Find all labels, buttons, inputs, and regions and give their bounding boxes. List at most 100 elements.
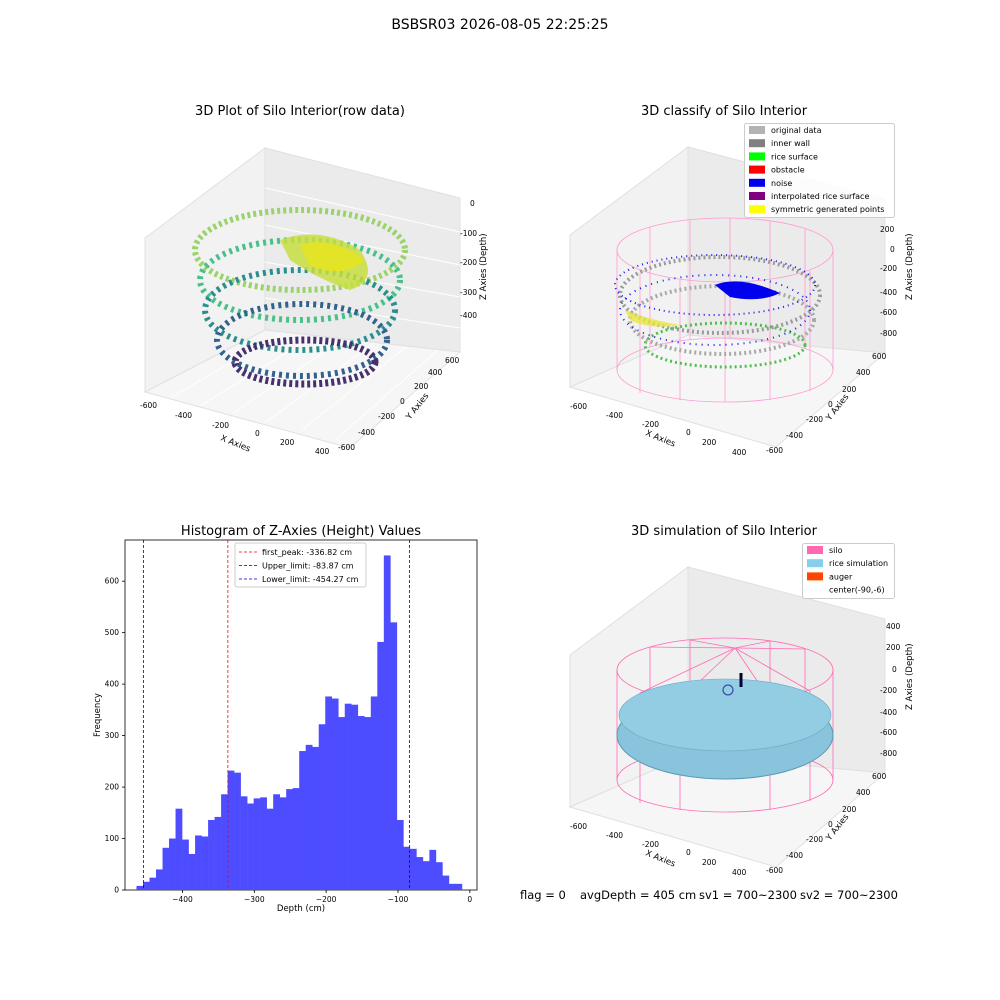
histogram-bar [403, 846, 411, 890]
x-tick-label: −400 [172, 895, 193, 904]
histogram-bar [208, 820, 215, 890]
histogram-legend: first_peak: -336.82 cm Upper_limit: -83.8… [234, 542, 367, 588]
classify-legend-item-label: rice surface [771, 152, 818, 161]
raw-x-tick: 400 [315, 447, 330, 456]
simulation-legend-item-swatch [807, 546, 823, 554]
simulation-x-tick: -200 [642, 840, 659, 849]
histogram-bar [234, 772, 241, 890]
histogram-bar [279, 797, 287, 890]
classify-z-axis-label: Z Axies (Depth) [905, 233, 915, 300]
raw-x-tick: -600 [140, 401, 157, 410]
classify-x-tick: 0 [686, 428, 691, 437]
classify-y-tick: 400 [856, 368, 871, 377]
raw-x-tick: 0 [255, 429, 260, 438]
y-tick-label: 400 [105, 680, 120, 689]
classify-legend-item-swatch [749, 165, 765, 174]
y-tick-label: 300 [105, 731, 120, 740]
histogram-bar [370, 696, 378, 890]
silo-wall-points [192, 207, 408, 388]
simulation-x-tick: 0 [686, 848, 691, 857]
histogram-bar [136, 885, 144, 890]
histogram-bar [318, 724, 326, 890]
axes-3d-box [143, 147, 462, 449]
classify-legend-item-swatch [749, 178, 765, 187]
histogram-bar [344, 703, 352, 890]
histogram-bar [143, 881, 150, 890]
histogram-bar [221, 794, 228, 890]
histogram-bar [292, 788, 300, 890]
simulation-legend-item-swatch [807, 559, 823, 568]
histogram-bar [351, 704, 359, 890]
histogram-title: Histogram of Z-Axies (Height) Values [180, 524, 422, 539]
classify-z-tick: 200 [880, 225, 895, 234]
simulation-legend-item-label: rice simulation [829, 559, 888, 568]
histogram-bar [182, 839, 189, 890]
histogram-bar [305, 744, 313, 890]
raw-y-tick: 600 [445, 356, 460, 365]
classify-z-tick: -600 [880, 308, 897, 317]
simulation-z-tick: -400 [880, 708, 897, 717]
raw-x-axis-label: X Axies [219, 434, 252, 455]
histogram-bar [188, 853, 196, 890]
classify-y-tick: 200 [842, 385, 857, 394]
histogram-bar [377, 641, 385, 890]
classify-y-tick: -600 [766, 446, 783, 455]
classify-plot-title: 3D classify of Silo Interior [640, 104, 808, 119]
figure-title: BSBSR03 2026-08-05 22:25:25 [391, 17, 609, 33]
classify-y-tick: 600 [872, 352, 887, 361]
auger-marker [722, 673, 743, 696]
simulation-legend-item-label: silo [829, 546, 843, 555]
histogram-bar [331, 698, 339, 890]
classify-legend-item-swatch [749, 192, 765, 200]
raw-y-tick: -200 [378, 412, 395, 421]
simulation-plot-title: 3D simulation of Silo Interior [631, 524, 817, 539]
y-tick-label: 100 [105, 834, 120, 843]
histogram-bar [383, 555, 391, 890]
classify-legend-item-label: interpolated rice surface [771, 192, 869, 201]
histogram-bar [175, 808, 183, 890]
classify-x-axis-label: X Axies [644, 429, 677, 450]
raw-y-tick: 400 [428, 368, 443, 377]
histogram-bar [435, 862, 443, 890]
classify-legend-item-label: inner wall [771, 139, 810, 148]
simulation-y-tick: 400 [856, 788, 871, 797]
simulation-legend-item-label: auger [829, 572, 853, 581]
avg-depth-text: avgDepth = 405 cm [580, 888, 697, 902]
raw-z-tick: -400 [460, 311, 477, 320]
raw-y-tick: -400 [358, 428, 375, 437]
class-points [614, 254, 822, 369]
histogram-bar [286, 789, 293, 890]
histogram-bar [448, 883, 456, 890]
simulation-x-tick: 400 [732, 868, 747, 877]
raw-z-tick: -300 [460, 288, 477, 297]
histogram-bar [390, 622, 398, 890]
histogram-bar [162, 847, 170, 890]
classify-x-tick: 200 [702, 438, 717, 447]
simulation-y-tick: -600 [766, 866, 783, 875]
sv1-text: sv1 = 700~2300 [699, 888, 797, 902]
classify-z-tick: -800 [880, 329, 897, 338]
simulation-y-tick: 0 [828, 820, 833, 829]
y-tick-label: 600 [105, 577, 120, 586]
classify-z-tick: -200 [880, 264, 897, 273]
classify-legend-item-label: symmetric generated points [771, 205, 884, 214]
histogram-bar [214, 816, 222, 890]
histogram-bar [260, 797, 267, 890]
raw-z-tick: -100 [460, 229, 477, 238]
sv2-text: sv2 = 700~2300 [800, 888, 898, 902]
raw-plot-title: 3D Plot of Silo Interior(row data) [195, 104, 405, 119]
classify-z-tick: 0 [890, 245, 895, 254]
simulation-x-axis-label: X Axies [644, 849, 677, 870]
histogram-bar [455, 883, 463, 890]
classify-y-tick: 0 [828, 400, 833, 409]
histogram-bar [409, 848, 417, 890]
raw-z-tick: 0 [470, 199, 475, 208]
histogram-bar [357, 716, 365, 890]
simulation-legend-item-swatch [807, 572, 823, 581]
histogram-bar [156, 869, 163, 890]
histogram-bar [416, 857, 424, 890]
raw-3d-plot: -600 -400 -200 0 200 400 -600 -400 -200 … [140, 147, 489, 456]
simulation-x-tick: -600 [570, 822, 587, 831]
classify-legend-item-swatch [749, 139, 765, 148]
classify-legend-item-swatch [749, 152, 765, 161]
